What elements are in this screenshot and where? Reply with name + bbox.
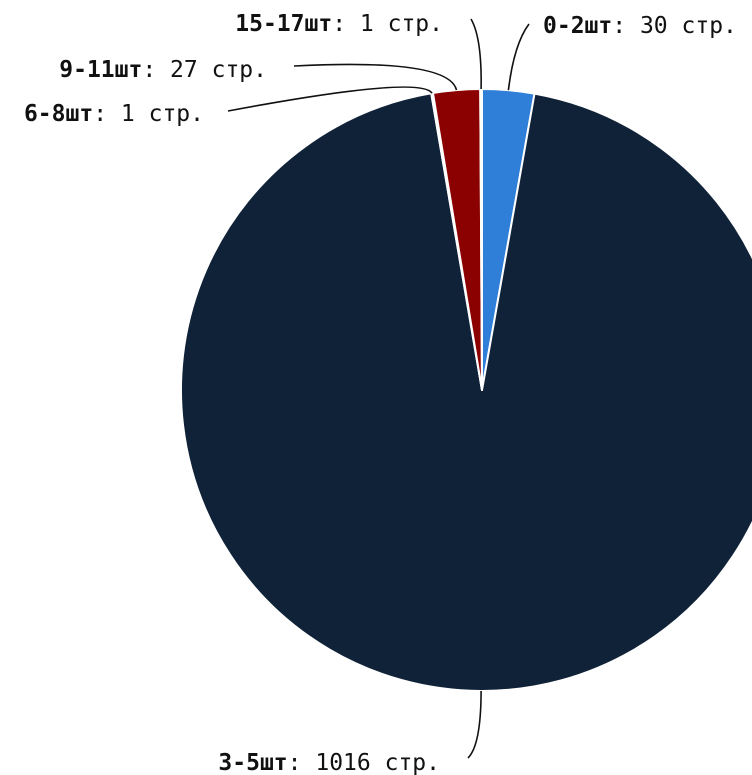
slice-label-2-unit-space: [135, 101, 149, 127]
slice-label-2: 6-8шт: 1 стр.: [24, 101, 204, 127]
slice-label-3-unit-space: [198, 57, 212, 83]
slice-label-0-unit-space: [668, 13, 682, 39]
slice-label-0-category: 0-2шт: [543, 13, 612, 39]
leader-line-3: [293, 63, 458, 91]
slice-label-1-category: 3-5шт: [218, 750, 287, 775]
pie-slices: [179, 88, 752, 692]
slice-label-4-sep: :: [332, 11, 360, 37]
slice-label-1-unit-space: [371, 750, 385, 775]
slice-label-3-sep: :: [142, 57, 170, 83]
slice-label-3-category: 9-11шт: [59, 57, 142, 83]
slice-label-2-sep: :: [93, 101, 121, 127]
slice-label-1: 3-5шт: 1016 стр.: [218, 750, 440, 775]
leader-line-1: [467, 690, 482, 759]
slice-label-4-value: 1: [360, 11, 374, 37]
slice-label-4-category: 15-17шт: [235, 11, 332, 37]
leader-line-0: [507, 23, 530, 91]
leader-line-4: [470, 18, 482, 90]
pie-slice-4: [479, 88, 483, 391]
slice-label-4: 15-17шт: 1 стр.: [235, 11, 443, 37]
slice-label-2-category: 6-8шт: [24, 101, 93, 127]
slice-label-3-value: 27: [170, 57, 198, 83]
slice-label-4-unit: стр.: [388, 11, 443, 37]
slice-label-0: 0-2шт: 30 стр.: [543, 13, 737, 39]
pie-slice-1: [179, 92, 752, 692]
slice-label-3: 9-11шт: 27 стр.: [59, 57, 267, 83]
slice-label-2-value: 1: [121, 101, 135, 127]
slice-label-1-value: 1016: [315, 750, 370, 775]
slice-label-3-unit: стр.: [212, 57, 267, 83]
slice-label-0-value: 30: [640, 13, 668, 39]
slice-label-2-unit: стр.: [149, 101, 204, 127]
slice-label-1-sep: :: [288, 750, 316, 775]
slice-labels: 0-2шт: 30 стр. 3-5шт: 1016 стр. 6-8шт: 1…: [24, 11, 737, 775]
slice-label-0-sep: :: [612, 13, 640, 39]
leader-line-2: [227, 86, 433, 112]
slice-label-0-unit: стр.: [682, 13, 737, 39]
slice-label-1-unit: стр.: [385, 750, 440, 775]
slice-label-4-unit-space: [374, 11, 388, 37]
leader-lines: [227, 18, 530, 759]
